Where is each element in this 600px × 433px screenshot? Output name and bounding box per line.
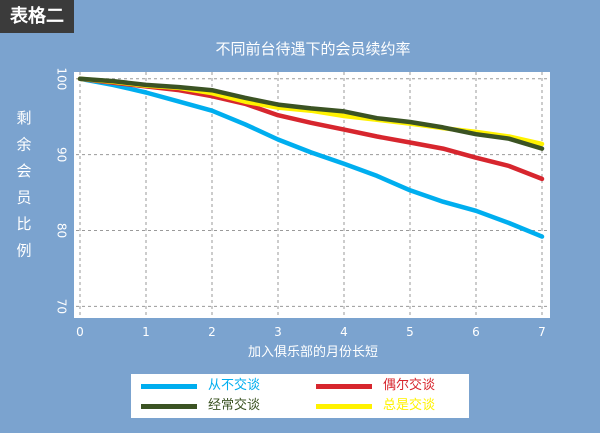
- y-tick-label: 90: [55, 147, 69, 162]
- legend-label: 从不交谈: [208, 378, 261, 393]
- legend-label: 偶尔交谈: [383, 378, 436, 393]
- x-tick-label: 5: [406, 325, 414, 339]
- legend: 从不交谈 偶尔交谈经常交谈 总是交谈: [131, 374, 469, 418]
- y-axis-ticks: 70 80 90 100: [55, 67, 69, 314]
- series-line: [77, 76, 545, 239]
- x-tick-label: 2: [208, 325, 216, 339]
- series-layer: [77, 76, 545, 239]
- x-tick-label: 1: [142, 325, 150, 339]
- legend-label: 经常交谈: [208, 398, 261, 413]
- corner-label: 表格二: [0, 0, 74, 33]
- y-tick-label: 80: [55, 223, 69, 238]
- x-axis-label: 加入俱乐部的月份长短: [248, 344, 378, 360]
- legend-swatch: [316, 384, 372, 389]
- x-tick-label: 7: [538, 325, 546, 339]
- series-line: [77, 76, 545, 151]
- legend-swatch: [141, 384, 197, 389]
- chart-title: 不同前台待遇下的会员续约率: [215, 40, 410, 58]
- x-tick-label: 6: [472, 325, 480, 339]
- x-tick-label: 4: [340, 325, 348, 339]
- legend-label: 总是交谈: [383, 398, 436, 413]
- legend-swatch: [141, 404, 197, 409]
- x-tick-label: 3: [274, 325, 282, 339]
- legend-swatch: [316, 404, 372, 409]
- x-axis-ticks: 0 1 2 3 4 5 6 7: [76, 325, 546, 339]
- x-tick-label: 0: [76, 325, 84, 339]
- y-tick-label: 100: [55, 67, 69, 90]
- y-axis-label: 剩余会员比例: [16, 109, 31, 260]
- y-tick-label: 70: [55, 299, 69, 314]
